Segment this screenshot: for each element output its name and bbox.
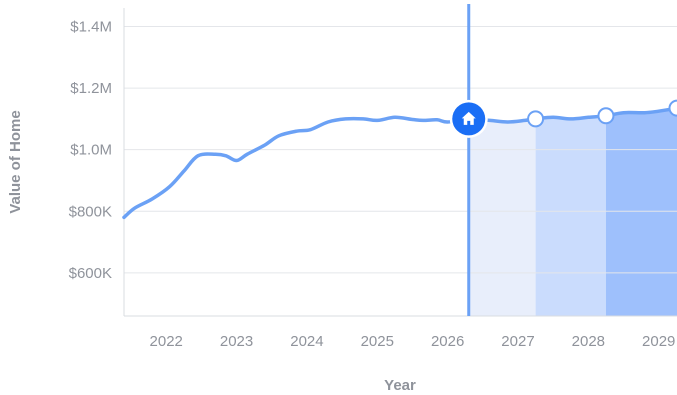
home-icon[interactable] [450,100,488,138]
x-axis-title: Year [384,377,416,394]
forecast-bands [469,108,677,316]
forecast-point-2[interactable] [598,108,613,123]
forecast-point-3[interactable] [670,101,677,116]
forecast-point-1[interactable] [528,111,543,126]
history-line [124,117,469,217]
x-tick-label: 2022 [150,333,183,350]
forecast-band-2 [536,116,606,316]
y-tick-label: $1.2M [70,80,112,97]
y-tick-label: $800K [69,203,112,220]
y-tick-label: $1.4M [70,18,112,35]
x-tick-label: 2024 [290,333,323,350]
y-tick-label: $600K [69,265,112,282]
x-tick-label: 2023 [220,333,253,350]
x-tick-label: 2029 [642,333,675,350]
y-axis-title: Value of Home [7,110,24,213]
x-tick-label: 2025 [361,333,394,350]
x-tick-label: 2027 [501,333,534,350]
forecast-band-1 [469,119,536,316]
y-tick-label: $1.0M [70,142,112,159]
x-tick-label: 2026 [431,333,464,350]
x-tick-label: 2028 [572,333,605,350]
forecast-band-3 [606,108,677,316]
